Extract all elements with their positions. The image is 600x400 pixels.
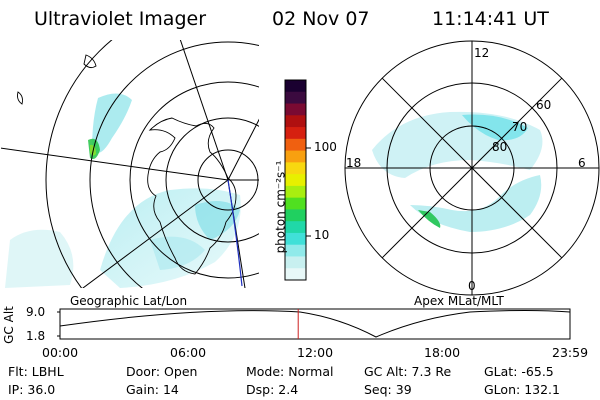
- altitude-ylabel: GC Alt: [1, 306, 16, 344]
- header-date: 02 Nov 07: [272, 8, 370, 30]
- colorbar-tick-label-100: 100: [314, 140, 337, 154]
- colorbar-segment: [285, 197, 306, 210]
- altitude-xtick-0600: 06:00: [170, 345, 207, 360]
- colorbar-segment: [285, 115, 306, 128]
- info-seq: Seq: 39: [364, 382, 412, 397]
- colorbar-segment: [285, 174, 306, 187]
- altitude-xtick-1200: 12:00: [297, 345, 334, 360]
- colorbar-segment: [285, 91, 306, 105]
- colorbar-segment: [285, 127, 306, 140]
- geographic-map: [1, 40, 259, 288]
- colorbar-segment: [285, 150, 306, 163]
- colorbar-unit-label-wrap: photon cm⁻²s⁻¹: [262, 161, 287, 254]
- info-door: Door: Open: [126, 364, 198, 379]
- altitude-xtick-0000: 00:00: [42, 345, 79, 360]
- info-gain: Gain: 14: [126, 382, 179, 397]
- colorbar: [285, 80, 306, 281]
- mlt-label-0: 0: [468, 279, 476, 293]
- info-glon: GLon: 132.1: [484, 382, 560, 397]
- colorbar-segment: [285, 103, 306, 116]
- altitude-plot: [57, 308, 571, 340]
- info-ip: IP: 36.0: [8, 382, 56, 397]
- polar-plot: [344, 40, 600, 296]
- altitude-ylabel-wrap: GC Alt: [0, 306, 24, 346]
- instrument-title: Ultraviolet Imager: [34, 8, 207, 30]
- info-gc-alt: GC Alt: 7.3 Re: [364, 364, 452, 379]
- colorbar-segment: [285, 185, 306, 199]
- colorbar-segment: [285, 80, 306, 93]
- mlt-label-6: 6: [578, 156, 586, 170]
- header-time: 11:14:41 UT: [432, 8, 549, 30]
- mlt-label-12: 12: [474, 46, 490, 60]
- colorbar-segment: [285, 268, 306, 281]
- colorbar-segment: [285, 209, 306, 222]
- mlat-label-70: 70: [512, 120, 528, 134]
- info-glat: GLat: -65.5: [484, 364, 554, 379]
- colorbar-segment: [285, 244, 306, 257]
- geographic-panel-label: Geographic Lat/Lon: [70, 294, 188, 308]
- altitude-xtick-1800: 18:00: [424, 345, 461, 360]
- mlat-label-60: 60: [536, 98, 552, 112]
- polar-panel-label: Apex MLat/MLT: [414, 294, 504, 308]
- info-mode: Mode: Normal: [246, 364, 334, 379]
- altitude-ytick-1-8: 1.8: [26, 329, 46, 343]
- colorbar-segment: [285, 162, 306, 175]
- altitude-ytick-9: 9.0: [26, 305, 46, 319]
- colorbar-segment: [285, 256, 306, 269]
- colorbar-segment: [285, 221, 306, 234]
- colorbar-segment: [285, 138, 306, 152]
- mlt-label-18: 18: [346, 156, 362, 170]
- colorbar-segment: [285, 232, 306, 246]
- mlat-label-80: 80: [492, 140, 508, 154]
- info-flt: Flt: LBHL: [8, 364, 64, 379]
- colorbar-frame: [284, 79, 307, 281]
- colorbar-tick-label-10: 10: [314, 228, 330, 242]
- altitude-xtick-2359: 23:59: [552, 345, 589, 360]
- colorbar-unit-label: photon cm⁻²s⁻¹: [273, 160, 288, 254]
- info-dsp: Dsp: 2.4: [246, 382, 299, 397]
